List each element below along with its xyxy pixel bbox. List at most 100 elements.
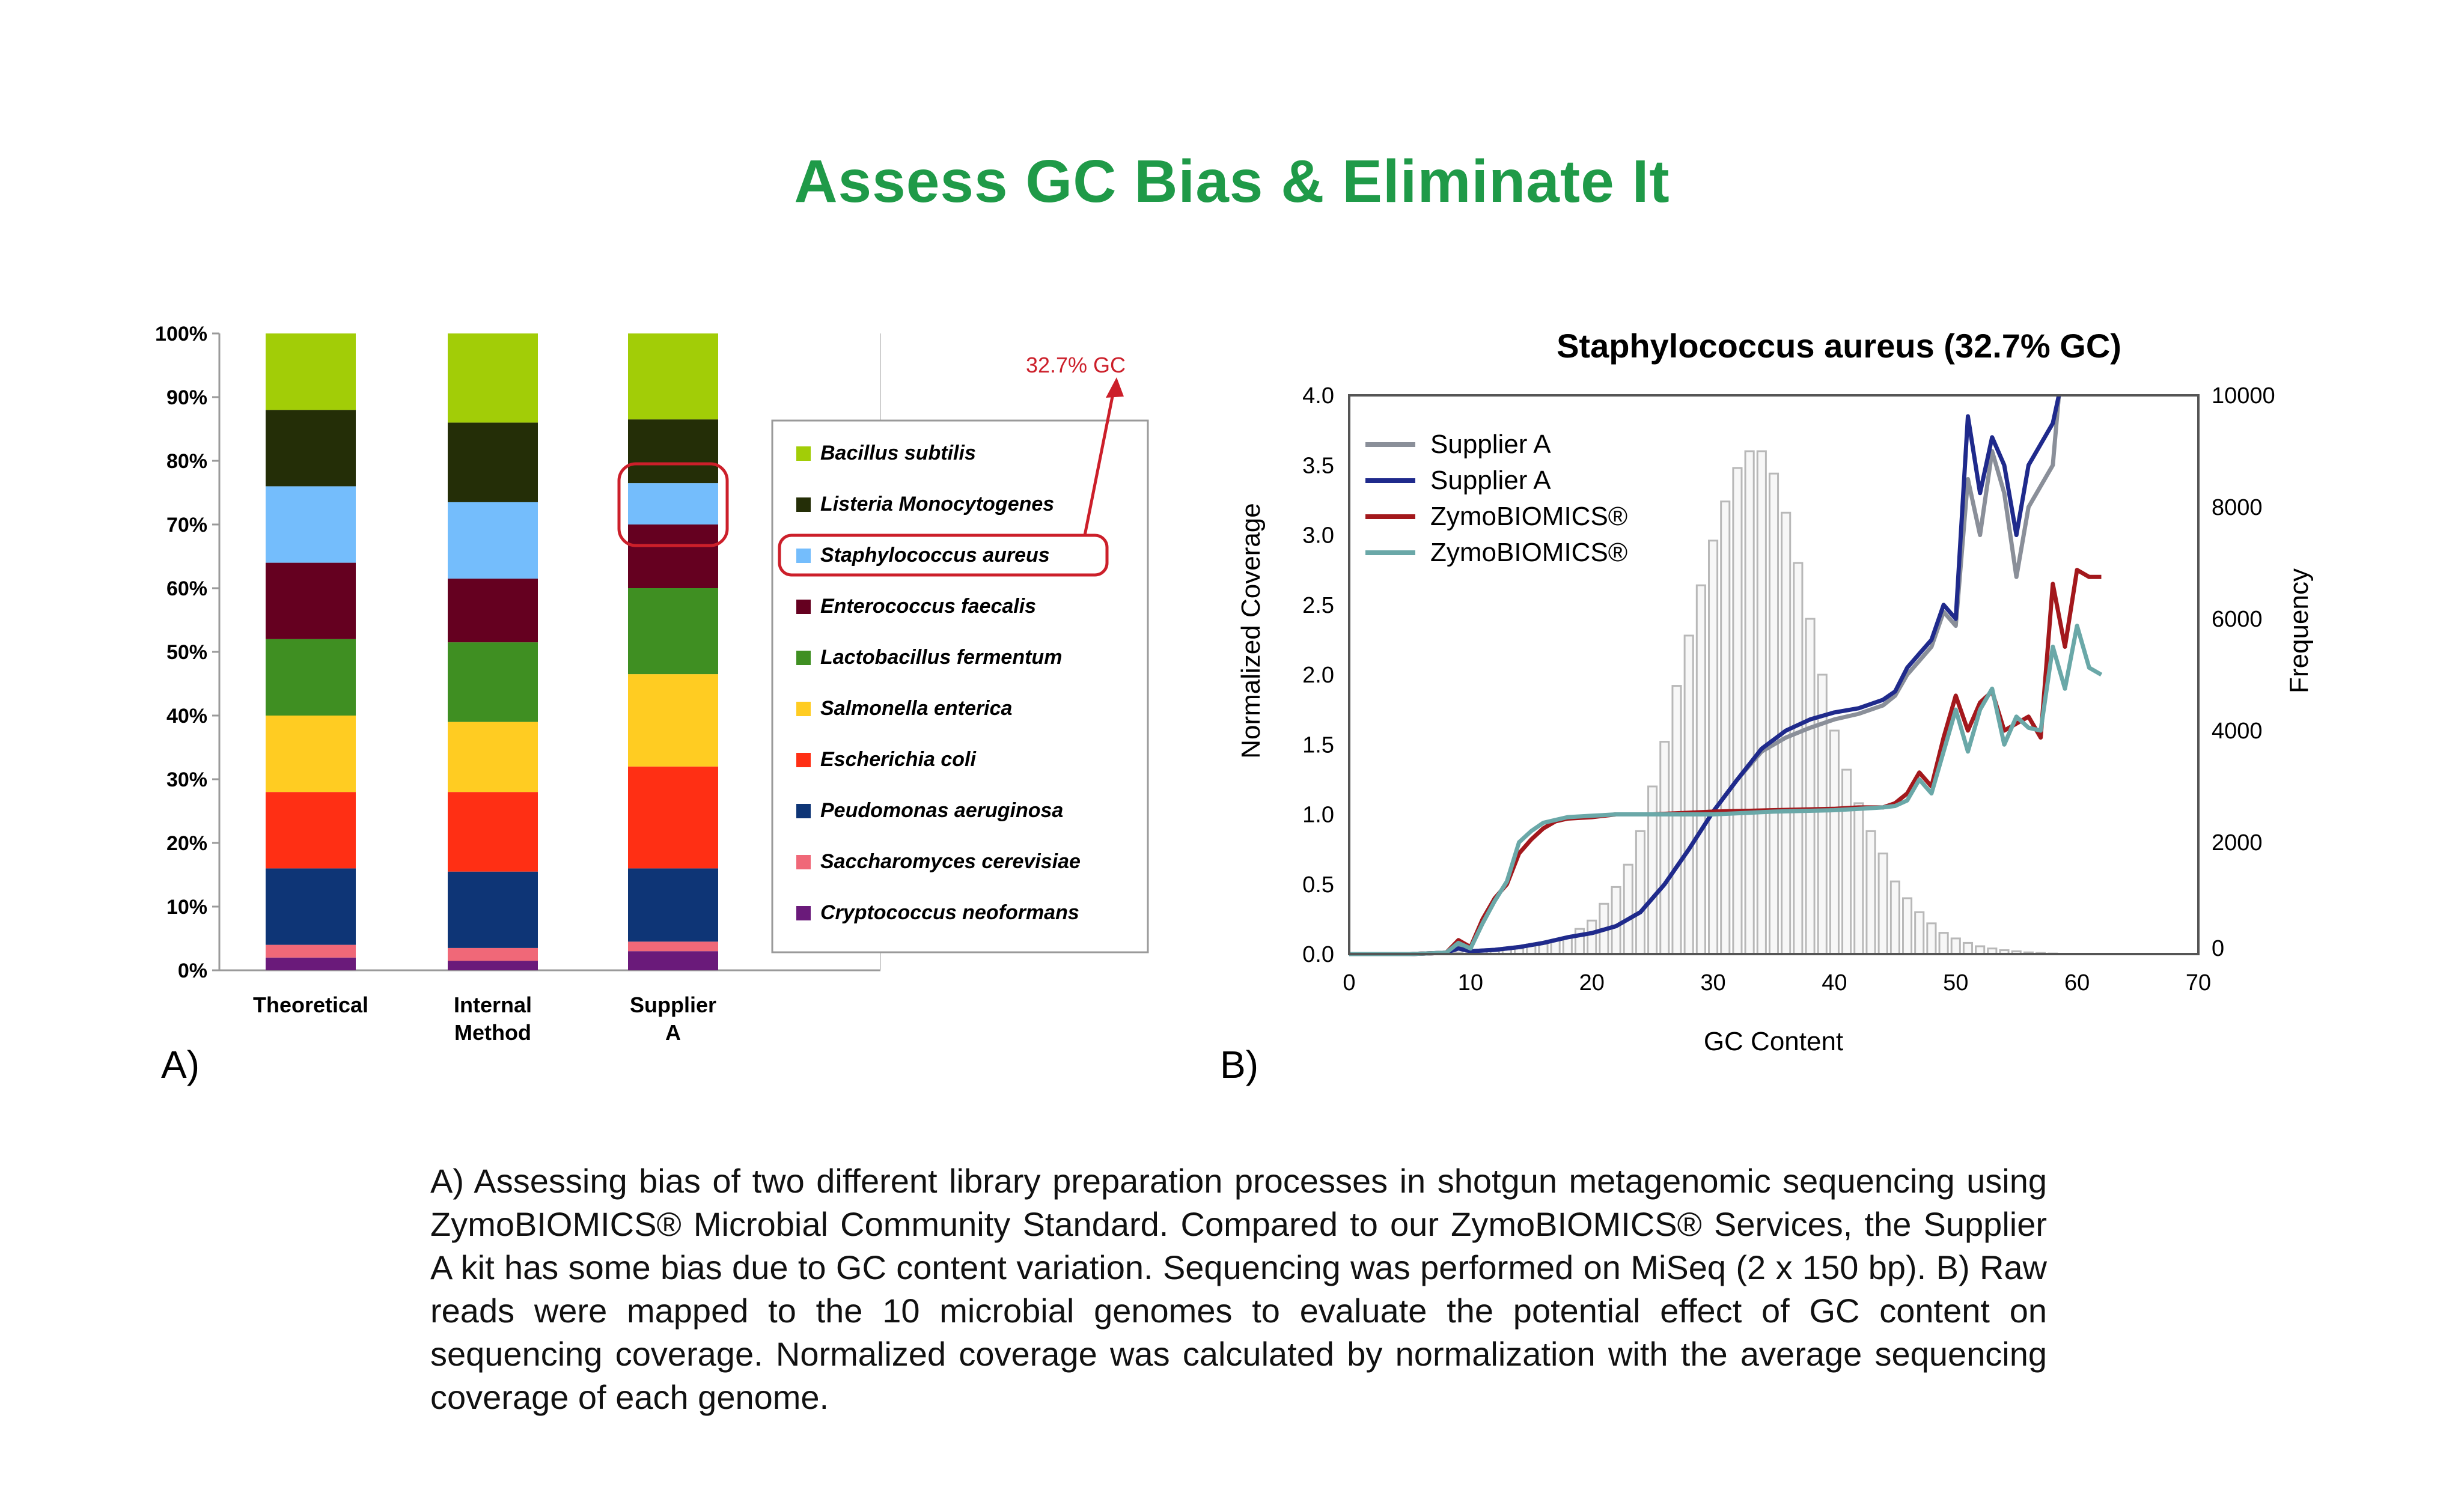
histogram-bar (1768, 472, 1779, 955)
legend-label: Supplier A (1430, 466, 1551, 495)
bar-segment (628, 483, 718, 524)
y2-tick-label: 2000 (2212, 830, 2263, 856)
bar-segment (266, 639, 356, 716)
annotation-arrow (1083, 384, 1117, 536)
legend-label: ZymoBIOMICS® (1430, 538, 1627, 567)
x-tick-label: 50 (1943, 970, 1968, 996)
histogram-bar (1962, 941, 1974, 955)
histogram-bar (1683, 634, 1694, 955)
histogram-bar (1901, 897, 1913, 955)
legend-label: Lactobacillus fermentum (820, 646, 1062, 669)
histogram-bar (1623, 863, 1633, 955)
y-tick-label: 40% (166, 705, 207, 728)
y2-tick-label: 0 (2212, 936, 2224, 961)
y-tick-label: 1.5 (1302, 732, 1334, 758)
bar-segment (448, 333, 538, 423)
bar-segment (628, 766, 718, 869)
plot-frame (1348, 394, 2200, 955)
bar-segment (266, 333, 356, 410)
histogram-bar (1853, 802, 1864, 955)
panel-b-label: B) (1220, 1043, 1258, 1086)
category-label: Theoretical (253, 993, 368, 1017)
histogram-bar (1877, 853, 1888, 955)
legend-swatch (796, 651, 811, 665)
bar-segment (448, 579, 538, 643)
bar-segment (266, 716, 356, 792)
histogram-bar (1708, 540, 1719, 955)
histogram-bar (1938, 932, 1949, 955)
histogram-bar (1744, 450, 1755, 955)
y2-axis-label: Frequency (2284, 568, 2314, 693)
legend-label: Saccharomyces cerevisiae (820, 850, 1081, 873)
y2-tick-label: 10000 (2212, 383, 2275, 409)
category-label: Internal (454, 993, 532, 1017)
x-tick-label: 10 (1458, 970, 1483, 996)
annotation-label: 32.7% GC (1026, 353, 1126, 377)
bar-segment (628, 951, 718, 970)
legend-swatch (796, 753, 811, 767)
legend-label: ZymoBIOMICS® (1430, 502, 1627, 531)
legend-label: Peudomonas aeruginosa (820, 799, 1063, 822)
y-tick-label: 20% (166, 832, 207, 855)
bar-segment (448, 642, 538, 722)
histogram-bar (1647, 785, 1658, 955)
bar-segment (448, 502, 538, 579)
bar-segment (448, 961, 538, 970)
bar-segment (266, 410, 356, 487)
histogram-bar (1635, 830, 1646, 955)
histogram-bar (1732, 467, 1743, 955)
bar-segment (266, 957, 356, 970)
bar-segment (628, 674, 718, 767)
y-tick-label: 0% (178, 959, 207, 982)
legend-swatch (796, 702, 811, 716)
legend-label: Staphylococcus aureus (820, 544, 1050, 567)
legend-box (771, 419, 1149, 953)
histogram-bar (1587, 919, 1597, 955)
bar-segment (448, 947, 538, 961)
y-tick-label: 90% (166, 386, 207, 409)
legend-label: Salmonella enterica (820, 697, 1012, 720)
panel-a-label: A) (161, 1043, 200, 1086)
legend-swatch (796, 549, 811, 563)
histogram-bar (1865, 830, 1876, 955)
bar-segment (628, 868, 718, 942)
series-line (1349, 395, 2061, 956)
legend-label: Listeria Monocytogenes (820, 493, 1054, 515)
bar-segment (628, 333, 718, 420)
legend-swatch (796, 855, 811, 869)
histogram-bar (1805, 618, 1816, 955)
x-tick-label: 60 (2064, 970, 2090, 996)
y-tick-label: 80% (166, 450, 207, 473)
bar-segment (448, 871, 538, 948)
y-tick-label: 3.5 (1302, 453, 1334, 478)
histogram-bar (1829, 729, 1840, 955)
legend-highlight (778, 534, 1109, 577)
legend-label: Escherichia coli (820, 748, 977, 771)
histogram-bar (1950, 937, 1961, 955)
gc-coverage-chart: Staphylococcus aureus (32.7% GC) 0 10 20 30… (1236, 327, 2314, 1056)
x-tick-label: 70 (2186, 970, 2211, 996)
y2-tick-label: 4000 (2212, 719, 2263, 744)
histogram-bar (1756, 450, 1767, 955)
bar-segment (628, 941, 718, 952)
legend-swatch (796, 804, 811, 818)
y-tick-label: 10% (166, 896, 207, 919)
x-tick-label: 20 (1579, 970, 1605, 996)
histogram-bar (1841, 768, 1852, 955)
bar-segment (628, 524, 718, 588)
legend-swatch (796, 906, 811, 920)
x-tick-label: 30 (1700, 970, 1725, 996)
legend-swatch (796, 600, 811, 614)
bar-segment (448, 722, 538, 792)
y-tick-label: 0.0 (1302, 942, 1334, 967)
x-axis-label: GC Content (1704, 1027, 1843, 1056)
bar-segment (448, 792, 538, 872)
bar-segment (628, 588, 718, 675)
histogram-bar (1720, 500, 1731, 955)
y-tick-label: 100% (155, 323, 207, 345)
legend-label: Enterococcus faecalis (820, 595, 1036, 618)
bar-segment (448, 422, 538, 502)
x-tick-label: 40 (1822, 970, 1847, 996)
histogram-bar (1695, 584, 1706, 955)
legend-swatch (796, 497, 811, 512)
